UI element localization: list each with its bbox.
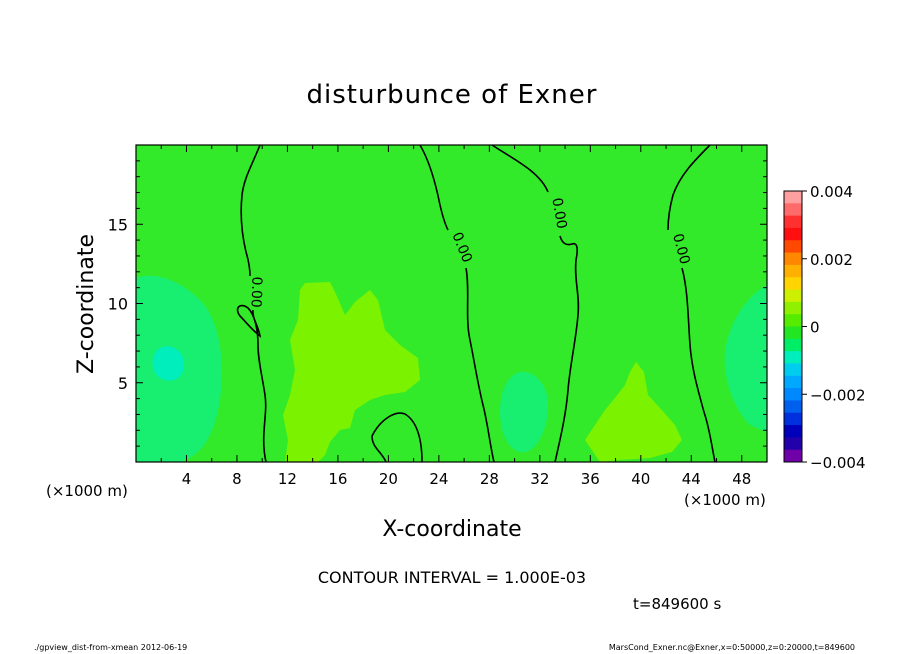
negative-region-left-core (152, 346, 185, 381)
x-unit-left: (×1000 m) (46, 482, 128, 500)
z-tick-label: 10 (108, 295, 128, 314)
x-axis: 4 8 12 16 20 24 28 32 36 40 44 48 (135, 145, 768, 488)
z-axis: 5 10 15 (108, 144, 767, 463)
colorbar-swatch (784, 400, 802, 414)
colorbar-swatch (784, 363, 802, 377)
colorbar-swatch (784, 289, 802, 303)
footer-left: ./gpview_dist-from-xmean 2012-06-19 (34, 643, 187, 652)
colorbar-swatch (784, 375, 802, 389)
colorbar-swatch (784, 338, 802, 352)
zero-contours (236, 144, 716, 463)
contour-line-2 (419, 144, 495, 463)
x-tick-label: 44 (682, 470, 701, 488)
plot-area: 0.00 0.00 0.00 0.00 (135, 144, 768, 463)
colorbar-swatch (784, 240, 802, 254)
contour-line-1 (236, 144, 267, 463)
colorbar-swatch (784, 277, 802, 291)
colorbar-tick-label: 0 (810, 319, 820, 337)
x-tick-label: 28 (480, 470, 499, 488)
colorbar: 0.004 0.002 0 −0.002 −0.004 (783, 183, 866, 472)
x-tick-label: 16 (328, 470, 347, 488)
colorbar-swatch (784, 351, 802, 364)
colorbar-swatch (784, 215, 802, 229)
x-tick-label: 24 (429, 470, 448, 488)
x-axis-title: X-coordinate (382, 517, 521, 542)
x-tick-label: 48 (732, 470, 751, 488)
colorbar-swatch (784, 449, 802, 463)
x-tick-label: 12 (278, 470, 297, 488)
colorbar-swatch (784, 301, 802, 315)
chart-title: disturbunce of Exner (307, 80, 598, 110)
contour-label-4: 0.00 (669, 232, 693, 266)
z-axis-title: Z-coordinate (74, 234, 99, 374)
negative-region-right (724, 285, 767, 432)
colorbar-swatch (784, 252, 802, 266)
contour-label-3: 0.00 (548, 197, 569, 230)
colorbar-tick-label: 0.002 (810, 251, 853, 269)
field-background (136, 145, 767, 462)
contour-label-1: 0.00 (247, 276, 264, 308)
colorbar-swatch (784, 264, 802, 278)
colorbar-tick-label: −0.004 (810, 454, 866, 472)
colorbar-swatch (784, 191, 802, 204)
colorbar-swatch (784, 314, 802, 327)
x-tick-label: 4 (182, 470, 192, 488)
positive-region-center (283, 282, 420, 462)
x-tick-label: 20 (379, 470, 398, 488)
positive-region-lower-right (585, 362, 682, 462)
colorbar-swatch (784, 203, 802, 217)
x-tick-label: 32 (530, 470, 549, 488)
x-tick-label: 40 (631, 470, 650, 488)
colorbar-swatch (784, 326, 802, 340)
colorbar-swatch (784, 388, 802, 401)
colorbar-swatch (784, 227, 802, 241)
time-label: t=849600 s (633, 595, 721, 613)
negative-region-lower-middle (500, 371, 548, 453)
colorbar-swatch (784, 425, 802, 438)
colorbar-tick-label: 0.004 (810, 183, 853, 201)
contour-line-4 (667, 144, 716, 463)
colorbar-swatch (784, 412, 802, 426)
z-tick-label: 5 (118, 374, 128, 393)
contour-interval: CONTOUR INTERVAL = 1.000E-03 (318, 568, 586, 587)
x-tick-label: 8 (232, 470, 242, 488)
footer-right: MarsCond_Exner.nc@Exner,x=0:50000,z=0:20… (609, 643, 855, 652)
z-tick-label: 15 (108, 215, 128, 234)
colorbar-tick-label: −0.002 (810, 386, 866, 404)
contour-line-3 (491, 144, 580, 463)
x-tick-label: 36 (581, 470, 600, 488)
colorbar-swatch (784, 437, 802, 451)
contour-line-5 (371, 412, 423, 463)
x-unit-right: (×1000 m) (684, 491, 766, 509)
